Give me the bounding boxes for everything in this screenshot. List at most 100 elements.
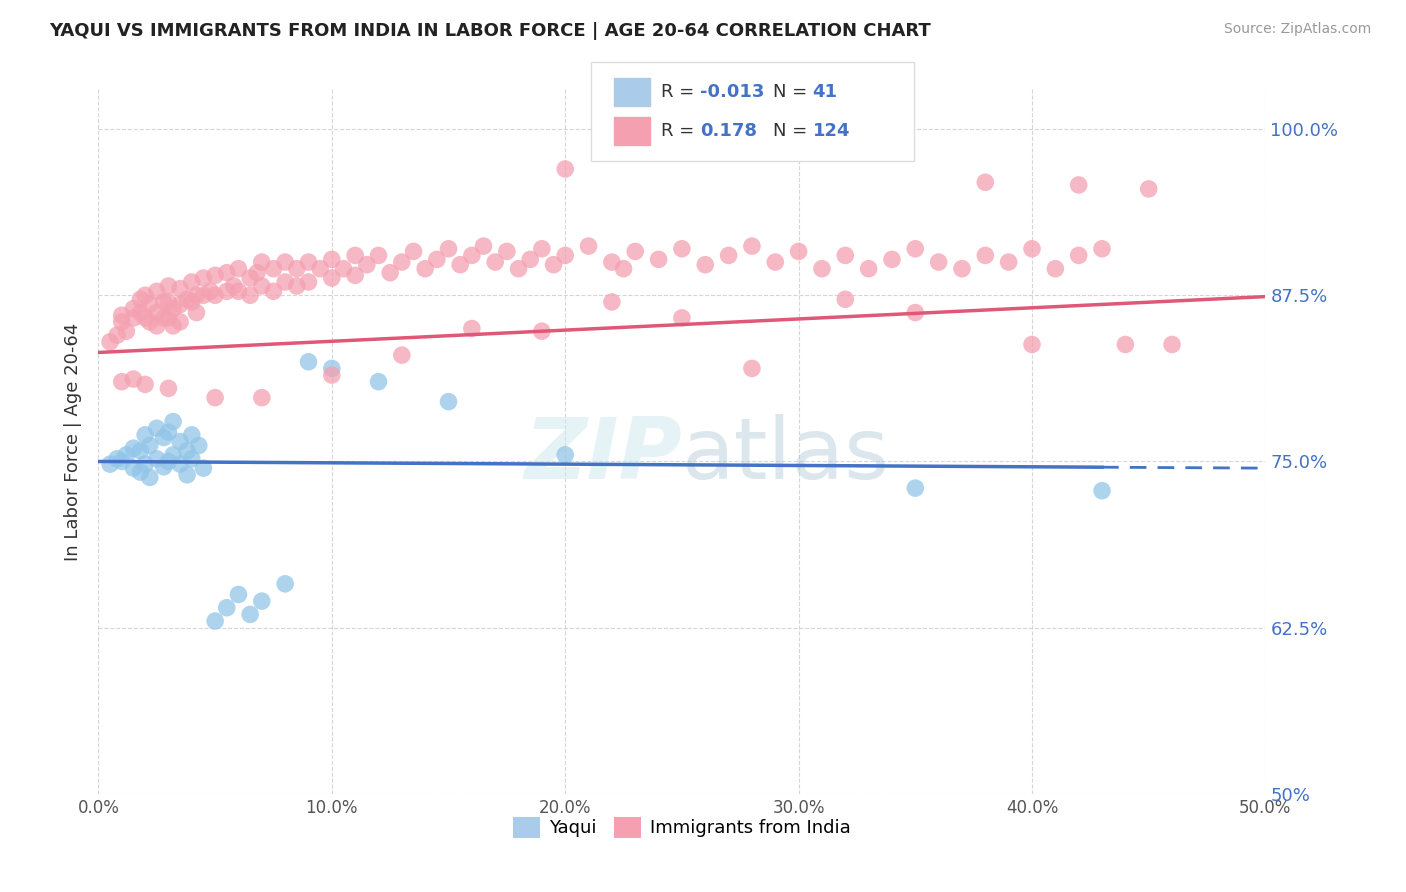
Point (426, 252, 449, 267)
Point (332, 261, 354, 276)
Point (134, 428, 156, 442)
Point (157, 381, 180, 395)
Point (122, 461, 145, 475)
Point (402, 244, 425, 259)
Point (157, 294, 180, 309)
Point (321, 368, 343, 382)
Point (169, 297, 191, 311)
Point (321, 271, 343, 285)
Text: YAQUI VS IMMIGRANTS FROM INDIA IN LABOR FORCE | AGE 20-64 CORRELATION CHART: YAQUI VS IMMIGRANTS FROM INDIA IN LABOR … (49, 22, 931, 40)
Text: R =: R = (661, 83, 700, 101)
Text: R =: R = (661, 122, 700, 140)
Point (98, 457, 121, 471)
Point (1091, 242, 1114, 256)
Point (146, 285, 169, 299)
Point (152, 310, 174, 325)
Point (613, 261, 636, 276)
Point (98, 334, 121, 349)
Text: Source: ZipAtlas.com: Source: ZipAtlas.com (1223, 22, 1371, 37)
Point (250, 594, 273, 608)
Point (461, 321, 484, 335)
Point (134, 310, 156, 325)
Point (157, 310, 180, 325)
Point (105, 451, 128, 466)
Point (356, 258, 378, 272)
Point (134, 377, 156, 392)
Point (186, 288, 208, 302)
Point (169, 315, 191, 329)
Point (228, 261, 250, 276)
Point (297, 355, 319, 369)
Point (152, 459, 174, 474)
Point (134, 457, 156, 471)
Point (321, 361, 343, 376)
Point (519, 252, 541, 267)
Point (180, 428, 202, 442)
Point (671, 242, 693, 256)
Point (122, 310, 145, 325)
Point (530, 324, 553, 338)
Point (146, 305, 169, 319)
Point (974, 248, 997, 262)
Point (741, 361, 763, 376)
Point (321, 252, 343, 267)
Point (162, 415, 184, 429)
Point (1067, 178, 1090, 192)
Point (157, 279, 180, 293)
Point (204, 288, 226, 302)
Point (152, 294, 174, 309)
Point (274, 275, 297, 289)
Text: 0.178: 0.178 (700, 122, 758, 140)
Point (274, 576, 297, 591)
Point (1091, 483, 1114, 498)
Point (880, 252, 903, 267)
Point (204, 268, 226, 283)
Point (239, 288, 262, 302)
Point (285, 279, 308, 293)
Point (204, 614, 226, 628)
Point (391, 255, 413, 269)
Point (811, 261, 834, 276)
Point (176, 467, 198, 482)
Point (344, 268, 367, 283)
Point (204, 391, 226, 405)
Text: 124: 124 (813, 122, 851, 140)
Point (146, 318, 169, 333)
Point (834, 293, 856, 307)
Point (1021, 242, 1043, 256)
Point (367, 375, 389, 389)
Point (834, 248, 856, 262)
Point (215, 266, 238, 280)
Point (413, 261, 436, 276)
Point (309, 261, 332, 276)
Point (146, 421, 169, 435)
Point (554, 161, 576, 176)
Point (122, 441, 145, 455)
Point (671, 310, 693, 325)
Point (176, 443, 198, 458)
Point (600, 255, 623, 269)
Point (274, 255, 297, 269)
Point (997, 255, 1019, 269)
Point (484, 255, 506, 269)
Point (624, 244, 647, 259)
Point (508, 261, 530, 276)
Point (115, 448, 138, 462)
Point (262, 285, 284, 299)
Point (129, 465, 152, 479)
Text: N =: N = (773, 83, 813, 101)
Point (437, 394, 460, 409)
Point (129, 293, 152, 307)
Point (162, 448, 184, 462)
Point (122, 301, 145, 316)
Point (695, 258, 717, 272)
Point (904, 242, 927, 256)
Point (472, 239, 495, 253)
Point (187, 438, 209, 452)
Point (1045, 261, 1067, 276)
Point (157, 454, 180, 468)
Point (215, 600, 238, 615)
Point (222, 279, 245, 293)
Point (139, 470, 162, 484)
Point (496, 244, 519, 259)
